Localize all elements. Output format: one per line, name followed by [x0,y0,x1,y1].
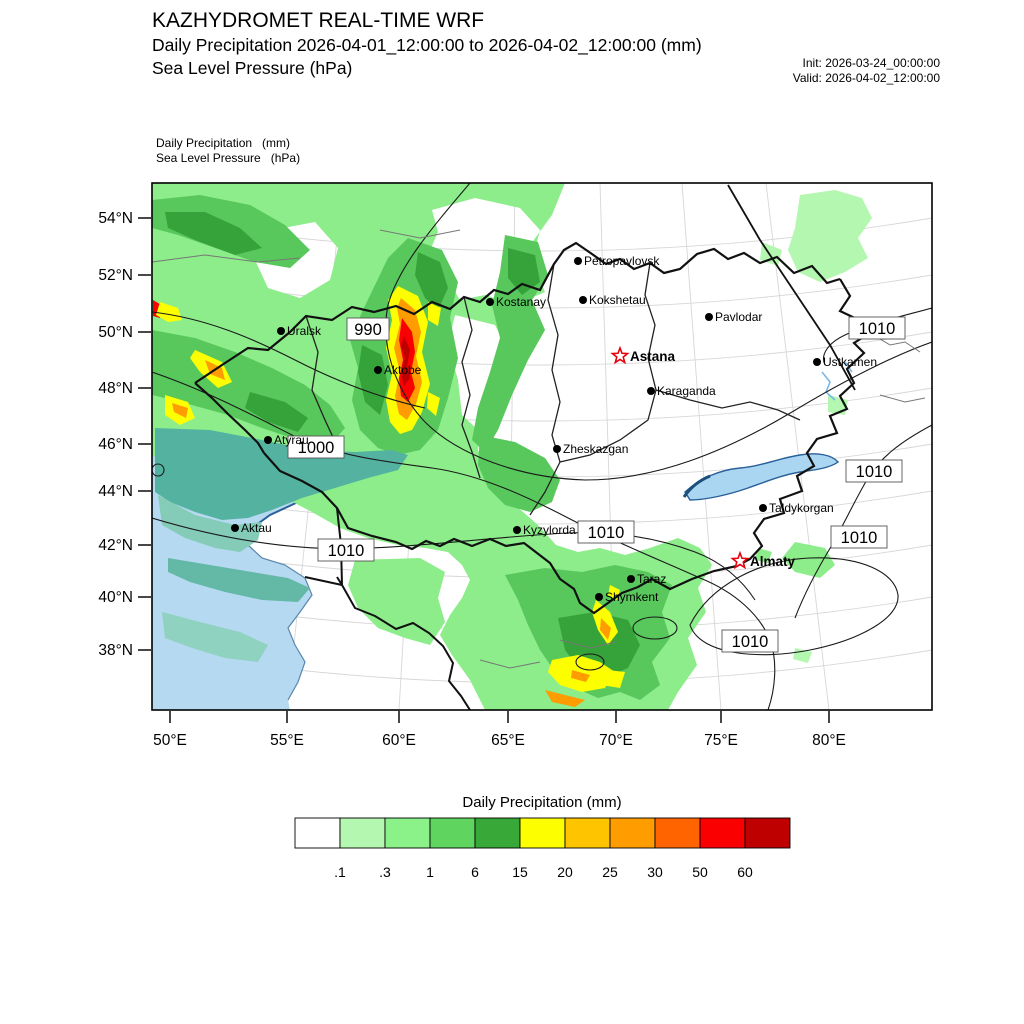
colorbar-cell [384,817,431,849]
colorbar-title: Daily Precipitation (mm) [462,794,621,811]
colorbar-tick: 30 [647,864,663,880]
pressure-label: 1010 [588,524,625,542]
header: KAZHYDROMET REAL-TIME WRF Daily Precipit… [152,9,940,85]
city-label: Taldykorgan [769,501,834,515]
pressure-label: 1010 [732,633,769,651]
colorbar-tick: 15 [512,864,528,880]
city-label: Taraz [637,572,666,586]
pressure-label: 1010 [856,463,893,481]
capital-label: Astana [630,349,676,364]
south-precip-spots [545,585,625,707]
map-legend: Daily Precipitation (mm) Sea Level Press… [156,136,300,165]
map-frame [151,182,933,711]
lat-label: 48°N [98,380,133,397]
city-label: Aktobe [384,363,422,377]
pressure-label: 1010 [841,529,878,547]
capital-star-icon [730,550,750,570]
colorbar-cell [474,817,521,849]
lon-label: 75°E [704,732,738,749]
lon-label: 50°E [153,732,187,749]
colorbar-cell [744,817,791,849]
city-markers: Petropavlovsk Kokshetau Kostanay Pavloda… [231,254,877,604]
lon-label: 70°E [599,732,633,749]
colorbar-tick: 1 [426,864,434,880]
city-label: Petropavlovsk [584,254,660,268]
pressure-label: 1010 [859,320,896,338]
subtitle-slp: Sea Level Pressure (hPa) [152,58,352,78]
lon-label: 80°E [812,732,846,749]
city-label: Aktau [241,521,272,535]
lake-balkhash [682,361,853,501]
city-label: Kostanay [496,295,546,309]
colorbar-tick: 60 [737,864,753,880]
colorbar-cell [699,817,746,849]
lon-label: 65°E [491,732,525,749]
page-title: KAZHYDROMET REAL-TIME WRF [152,9,484,32]
city-label: Kokshetau [589,293,646,307]
colorbar-cell [564,817,611,849]
lat-label: 54°N [98,210,133,227]
heavy-precip-band [386,286,441,434]
init-time: Init: 2026-03-24_00:00:00 [803,56,941,70]
lat-axis-labels: 54°N 52°N 50°N 48°N 46°N 44°N 42°N 40°N … [98,210,133,659]
lat-axis [138,217,152,651]
legend-slp: Sea Level Pressure (hPa) [156,151,300,165]
lat-label: 44°N [98,483,133,500]
colorbar-cell [294,817,341,849]
subtitle-precip: Daily Precipitation 2026-04-01_12:00:00 … [152,35,702,56]
colorbar-tick: 6 [471,864,479,880]
city-label: Pavlodar [715,310,762,324]
colorbar-ticks: .1 .3 1 6 15 20 25 30 50 60 [334,864,753,880]
precip-field [152,183,872,710]
map-body: 990 1000 1010 1010 1010 1010 1010 1010 P… [152,183,932,710]
capital-star-icon [610,345,630,365]
colorbar-tick: .1 [334,864,346,880]
lat-label: 46°N [98,436,133,453]
colorbar-cell [654,817,701,849]
lat-label: 40°N [98,589,133,606]
capital-label: Almaty [750,554,796,569]
city-label: Shymkent [605,590,659,604]
city-label: Karaganda [657,384,716,398]
lat-label: 42°N [98,537,133,554]
colorbar-cell [339,817,386,849]
colorbar-cell [429,817,476,849]
lon-axis-labels: 50°E 55°E 60°E 65°E 70°E 75°E 80°E [153,732,846,749]
pressure-label: 990 [354,321,382,339]
balkhash-west-tip [682,474,711,498]
borders [152,184,926,710]
pressure-label: 1000 [298,439,335,457]
colorbar-cells [294,817,791,849]
precip-over-water [155,428,408,662]
colorbar-tick: .3 [379,864,391,880]
colorbar: Daily Precipitation (mm) .1 .3 1 6 15 20… [294,794,791,880]
colorbar-tick: 20 [557,864,573,880]
lat-label: 38°N [98,642,133,659]
valid-time: Valid: 2026-04-02_12:00:00 [793,71,941,85]
lon-axis [169,710,830,723]
city-label: Atyrau [274,433,309,447]
capital-markers: Astana Almaty [610,345,796,570]
colorbar-tick: 25 [602,864,618,880]
lon-label: 60°E [382,732,416,749]
pressure-label-boxes: 990 1000 1010 1010 1010 1010 1010 1010 [287,316,906,653]
city-label: Kyzylorda [523,523,576,537]
colorbar-tick: 50 [692,864,708,880]
pressure-label: 1010 [328,542,365,560]
lon-label: 55°E [270,732,304,749]
colorbar-cell [519,817,566,849]
city-label: Uralsk [287,324,322,338]
city-label: Ustkamen [823,355,877,369]
lat-label: 52°N [98,267,133,284]
colorbar-cell [609,817,656,849]
lat-label: 50°N [98,324,133,341]
legend-precip: Daily Precipitation (mm) [156,136,290,150]
city-label: Zheskazgan [563,442,628,456]
